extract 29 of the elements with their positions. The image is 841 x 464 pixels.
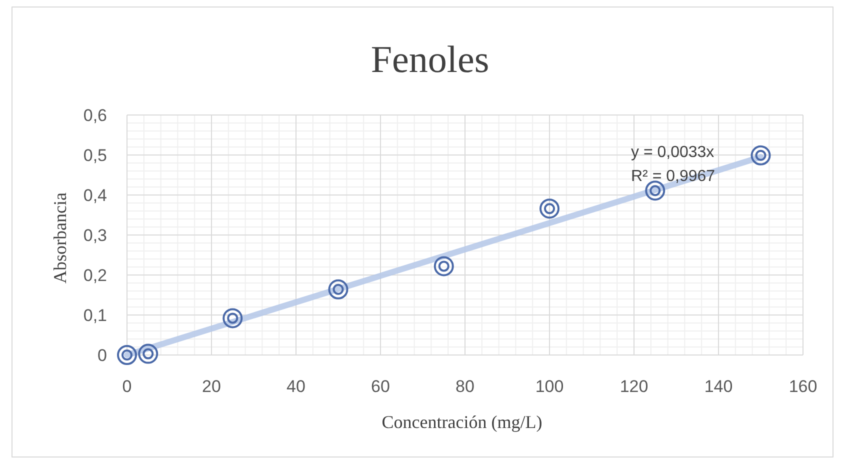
y-tick-label: 0	[98, 346, 107, 365]
point	[750, 145, 771, 166]
y-tick-label: 0,5	[83, 146, 107, 165]
y-tick-label: 0,2	[83, 266, 107, 285]
x-tick-label: 140	[704, 377, 733, 396]
x-axis-title: Concentración (mg/L)	[382, 412, 542, 432]
annotation: y = 0,0033x	[631, 144, 714, 161]
x-tick-label: 20	[202, 377, 221, 396]
y-tick-label: 0,3	[83, 226, 107, 245]
point	[222, 308, 243, 328]
y-tick-label: 0,1	[83, 306, 107, 325]
point	[138, 344, 158, 364]
point	[434, 256, 454, 276]
y-axis-title: Absorbancia	[50, 192, 70, 284]
point	[645, 180, 666, 201]
x-tick-label: 40	[286, 377, 306, 396]
y-tick-label: 0,6	[83, 106, 107, 125]
x-tick-label: 80	[456, 377, 474, 396]
y-tick-label: 0,4	[83, 186, 107, 205]
x-tick-label: 120	[620, 377, 648, 396]
point	[328, 279, 348, 300]
annotation: R² = 0,9967	[631, 168, 716, 185]
x-tick-label: 60	[371, 377, 390, 396]
point	[540, 198, 560, 219]
x-tick-label: 160	[788, 377, 818, 396]
x-tick-label: 100	[535, 377, 564, 396]
x-tick-label: 0	[122, 377, 132, 396]
point	[117, 345, 137, 365]
chart-title: Fenoles	[370, 39, 490, 81]
